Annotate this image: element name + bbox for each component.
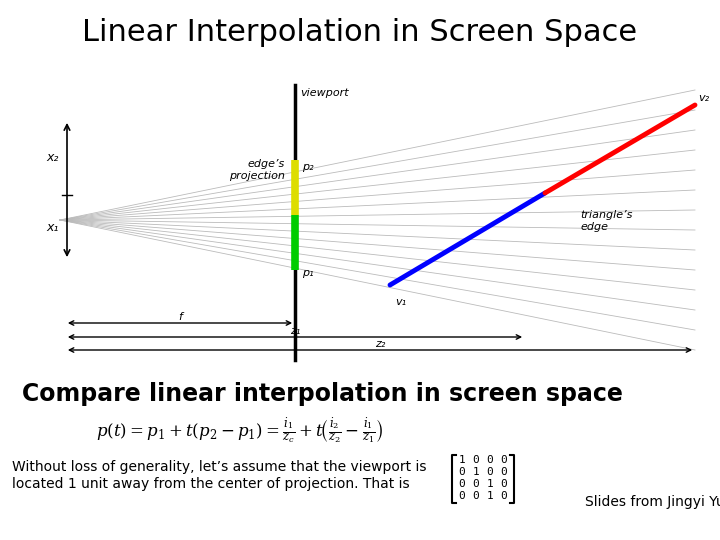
Text: 0: 0 — [487, 467, 493, 477]
Text: 0: 0 — [472, 455, 480, 465]
Text: located 1 unit away from the center of projection. That is: located 1 unit away from the center of p… — [12, 477, 410, 491]
Text: Compare linear interpolation in screen space: Compare linear interpolation in screen s… — [22, 382, 623, 406]
Text: 1: 1 — [487, 491, 493, 501]
Text: f: f — [178, 312, 182, 322]
Text: 1: 1 — [459, 455, 465, 465]
Text: 0: 0 — [472, 479, 480, 489]
Text: 0: 0 — [459, 491, 465, 501]
Text: Linear Interpolation in Screen Space: Linear Interpolation in Screen Space — [82, 18, 638, 47]
Text: 0: 0 — [459, 479, 465, 489]
Text: 0: 0 — [500, 455, 508, 465]
Text: p₁: p₁ — [302, 268, 314, 278]
Text: edge’s
projection: edge’s projection — [229, 159, 285, 181]
Text: 1: 1 — [472, 467, 480, 477]
Text: Slides from Jingyi Yu: Slides from Jingyi Yu — [585, 495, 720, 509]
Text: z₁: z₁ — [290, 326, 300, 336]
Text: x₂: x₂ — [47, 151, 59, 164]
Text: z₂: z₂ — [375, 339, 385, 349]
Text: 0: 0 — [487, 455, 493, 465]
Text: v₁: v₁ — [395, 297, 406, 307]
Text: triangle’s
edge: triangle’s edge — [580, 210, 632, 232]
Text: 0: 0 — [500, 491, 508, 501]
Text: p₂: p₂ — [302, 162, 314, 172]
Text: viewport: viewport — [300, 88, 348, 98]
Text: 0: 0 — [500, 467, 508, 477]
Text: 0: 0 — [459, 467, 465, 477]
Text: Without loss of generality, let’s assume that the viewport is: Without loss of generality, let’s assume… — [12, 460, 426, 474]
Text: 0: 0 — [472, 491, 480, 501]
Text: x₁: x₁ — [47, 221, 59, 234]
Text: v₂: v₂ — [698, 93, 709, 103]
Text: $p(t)= p_1 + t(p_2 - p_1) = \frac{i_1}{z_c} + t\!\left(\frac{i_2}{z_2} - \frac{i: $p(t)= p_1 + t(p_2 - p_1) = \frac{i_1}{z… — [96, 415, 384, 446]
Text: 1: 1 — [487, 479, 493, 489]
Text: 0: 0 — [500, 479, 508, 489]
